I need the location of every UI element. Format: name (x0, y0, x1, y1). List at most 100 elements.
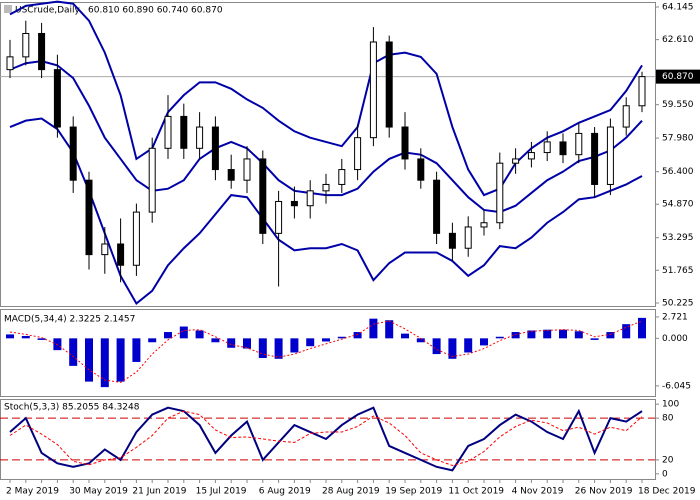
macd-bar (590, 338, 599, 340)
macd-bar (179, 326, 188, 339)
candle-body (117, 243, 125, 266)
candle-body (306, 190, 314, 207)
candle-body (480, 222, 488, 228)
stoch-title: Stoch(5,3,3) 85.2055 84.3248 (4, 403, 140, 413)
macd-bar (85, 338, 93, 382)
candle-body (196, 126, 204, 149)
macd-bar (21, 335, 30, 339)
indicator-line (9, 117, 643, 306)
candle-body (417, 158, 425, 181)
macd-panel (0, 309, 656, 397)
macd-bar (495, 336, 504, 339)
macd-bar (432, 338, 441, 355)
candle-body (559, 141, 567, 156)
macd-bar (448, 338, 457, 359)
x-tick-label: 11 Oct 2019 (448, 487, 504, 497)
macd-bar (195, 330, 204, 339)
macd-bar (227, 338, 236, 348)
y-tick-label: 100 (662, 400, 679, 410)
y-tick-label: 54.870 (662, 200, 694, 210)
macd-bar (464, 338, 473, 353)
candle-body (369, 41, 377, 139)
candle-body (290, 200, 298, 207)
candle-body (433, 179, 441, 234)
candle-body (496, 162, 504, 224)
macd-bar (559, 329, 567, 339)
indicator-line (9, 406, 643, 472)
candle-body (512, 158, 520, 164)
candle-body (638, 76, 646, 107)
macd-bar (211, 338, 220, 343)
candle-body (22, 32, 30, 58)
y-tick-label: 0.000 (662, 334, 688, 344)
macd-bar (258, 338, 267, 359)
y-tick-label: 50.225 (662, 299, 694, 309)
candle-body (243, 158, 251, 181)
macd-bar (69, 338, 78, 366)
y-tick-label: 56.400 (662, 167, 694, 177)
candle-body (132, 211, 140, 266)
candle-body (385, 41, 393, 128)
price-panel (0, 2, 656, 307)
x-tick-label: 30 May 2019 (69, 487, 128, 497)
macd-bar (6, 334, 14, 339)
macd-bar (322, 338, 330, 342)
x-tick-label: 6 Aug 2019 (259, 487, 311, 497)
candle-body (527, 152, 535, 160)
candle-body (591, 132, 599, 185)
candle-body (575, 132, 583, 156)
macd-bar (511, 332, 520, 339)
x-tick-label: 4 Nov 2019 (512, 487, 564, 497)
x-tick-label: 15 Jul 2019 (196, 487, 247, 497)
last-price-tag (656, 69, 700, 84)
candle-body (401, 126, 409, 160)
candle-body (448, 232, 456, 249)
chart-title: USCrude,Daily (15, 6, 81, 16)
x-tick-label: 2 May 2019 (6, 487, 59, 497)
x-tick-label: 18 Dec 2019 (638, 487, 696, 497)
y-tick-label: 20 (662, 455, 674, 465)
candle-body (275, 200, 283, 234)
macd-bar (306, 338, 315, 347)
y-tick-label: 53.295 (662, 233, 694, 243)
macd-bar (164, 332, 172, 339)
candle-body (180, 115, 188, 149)
candle-body (354, 137, 362, 171)
candle-body (338, 169, 346, 185)
macd-bar (132, 338, 141, 362)
x-tick-label: 28 Aug 2019 (322, 487, 380, 497)
macd-title: MACD(5,34,4) 2.3225 2.1457 (4, 315, 135, 325)
candle-body (211, 126, 219, 171)
macd-bar (606, 332, 615, 339)
y-tick-label: -6.045 (662, 381, 691, 391)
candle-body (322, 183, 330, 192)
candle-body (101, 243, 109, 256)
macd-bar (622, 324, 631, 339)
macd-bar (369, 318, 378, 339)
macd-bar (416, 338, 425, 343)
y-tick-label: 64.145 (662, 3, 694, 13)
candle-body (85, 179, 93, 256)
macd-bar (100, 338, 109, 388)
candle-body (543, 141, 551, 154)
macd-bar (638, 317, 646, 339)
x-tick-label: 26 Nov 2019 (575, 487, 633, 497)
macd-bar (527, 330, 536, 339)
candle-body (69, 126, 77, 181)
macd-bar (385, 320, 394, 339)
macd-bar (148, 338, 157, 343)
candle-body (38, 32, 46, 71)
indicator-line (9, 0, 643, 197)
symbol-icon (4, 5, 12, 13)
x-tick-label: 21 Jun 2019 (132, 487, 186, 497)
last-price-label: 60.870 (662, 72, 694, 82)
y-tick-label: 59.550 (662, 100, 694, 110)
macd-bar (116, 338, 125, 382)
candle-body (53, 69, 61, 128)
indicator-line (9, 410, 643, 466)
macd-bar (480, 338, 488, 346)
macd-bar (353, 332, 362, 339)
macd-bar (243, 338, 251, 349)
macd-bar (274, 338, 283, 359)
